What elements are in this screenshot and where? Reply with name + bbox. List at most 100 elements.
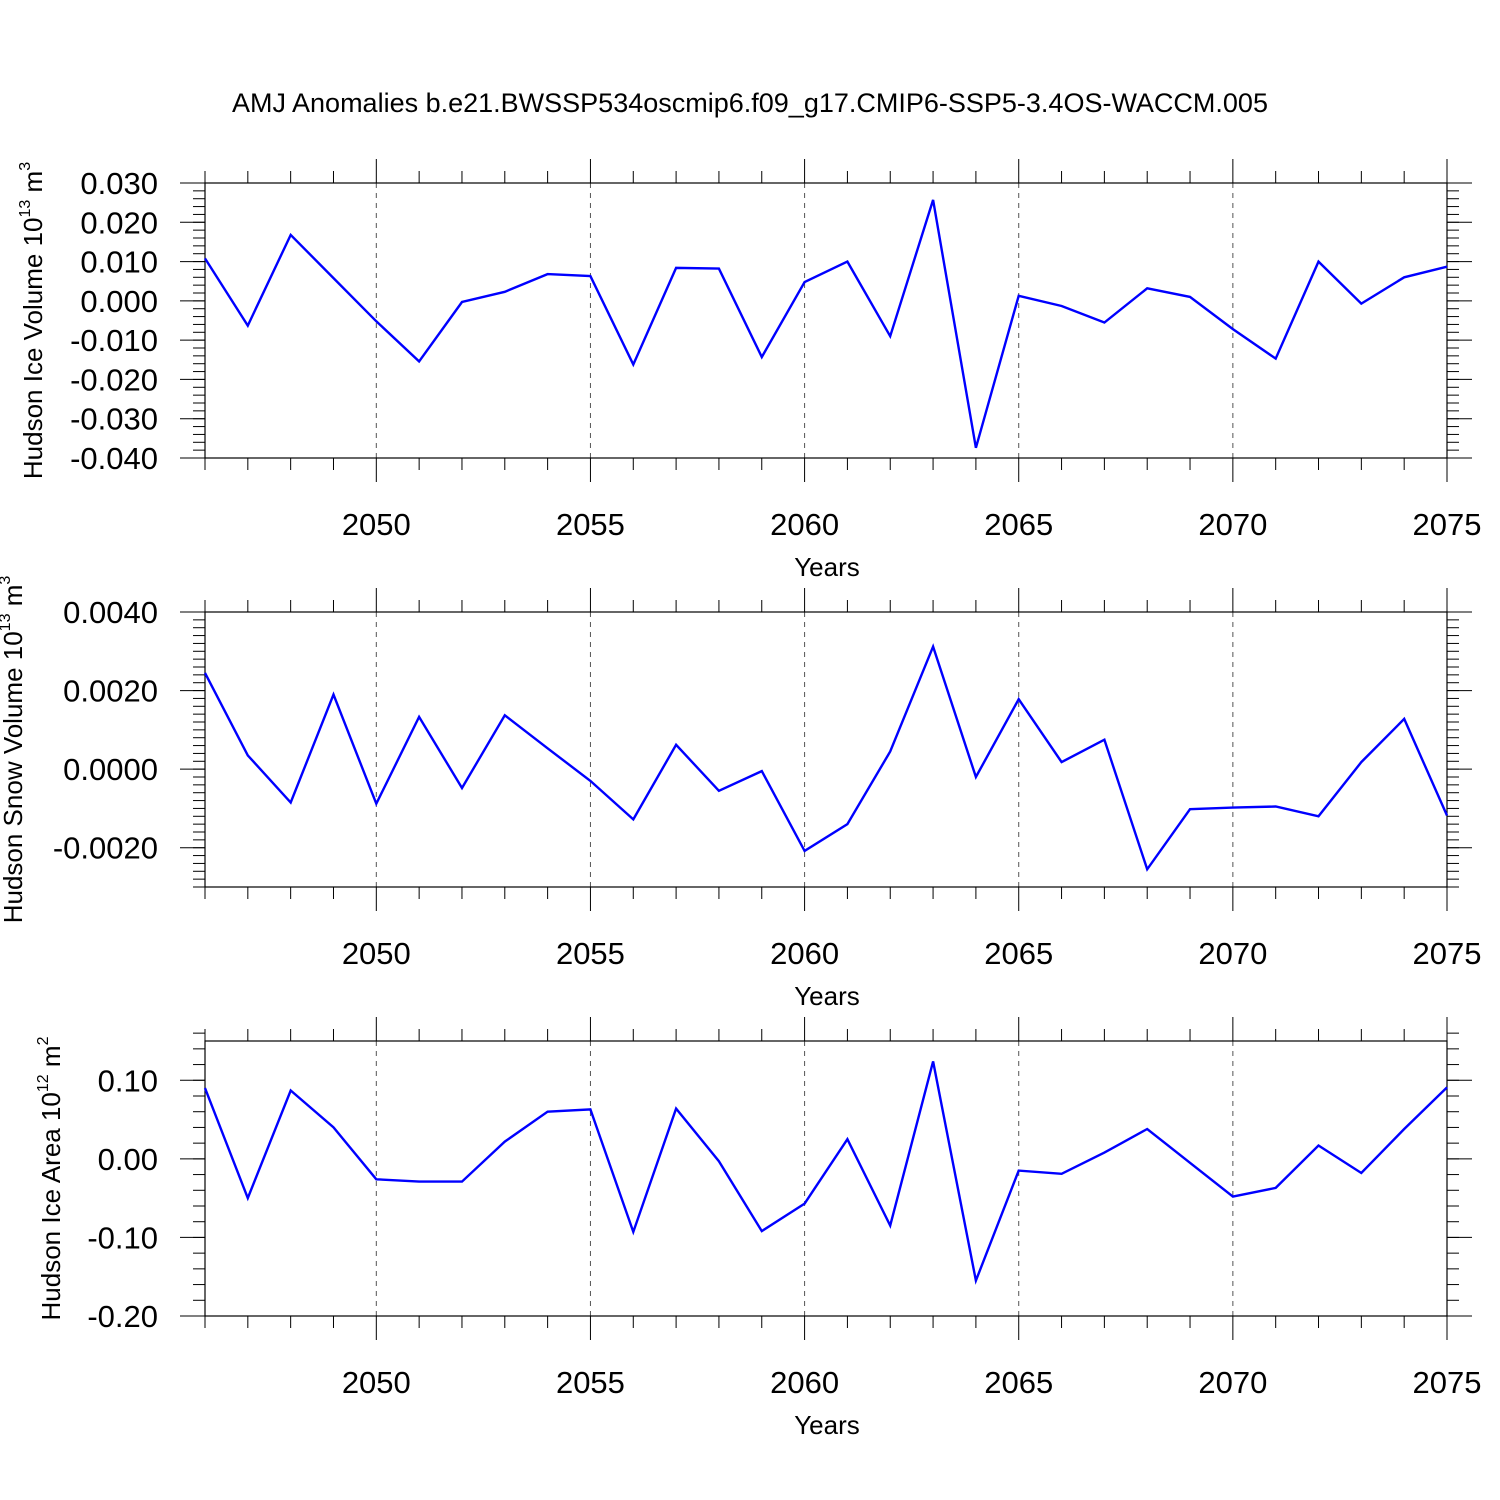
x-tick-label-2055: 2055 bbox=[556, 936, 625, 971]
data-point-2055 bbox=[588, 1107, 592, 1111]
data-point-2054 bbox=[546, 1110, 550, 1114]
data-point-2051 bbox=[417, 359, 421, 363]
x-tick-label-2075: 2075 bbox=[1413, 936, 1482, 971]
data-point-2061 bbox=[845, 822, 849, 826]
y-tick-label: -0.020 bbox=[70, 362, 158, 397]
data-point-2053 bbox=[503, 713, 507, 717]
y-tick-label: 0.10 bbox=[98, 1063, 158, 1098]
y-axis-label-unit-exponent: 3 bbox=[0, 576, 14, 585]
data-point-2048 bbox=[289, 1089, 293, 1093]
data-point-2073 bbox=[1359, 760, 1363, 764]
data-point-2067 bbox=[1102, 738, 1106, 742]
data-point-2066 bbox=[1060, 760, 1064, 764]
data-point-2050 bbox=[374, 319, 378, 323]
data-point-2050 bbox=[374, 1177, 378, 1181]
data-point-2055 bbox=[588, 274, 592, 278]
data-point-2054 bbox=[546, 746, 550, 750]
plot-frame bbox=[204, 611, 1448, 888]
data-point-2064 bbox=[974, 1279, 978, 1283]
data-point-2050 bbox=[374, 802, 378, 806]
y-axis-label-exponent: 12 bbox=[35, 1074, 52, 1092]
data-point-2063 bbox=[931, 645, 935, 649]
y-axis-label-unit: m bbox=[18, 171, 48, 200]
y-tick-label: -0.20 bbox=[87, 1299, 158, 1334]
data-point-2059 bbox=[760, 1229, 764, 1233]
y-tick-label: 0.0020 bbox=[63, 674, 158, 709]
data-point-2048 bbox=[289, 233, 293, 237]
data-point-2059 bbox=[760, 355, 764, 359]
data-point-2074 bbox=[1402, 275, 1406, 279]
data-point-2051 bbox=[417, 1180, 421, 1184]
x-tick-label-2065: 2065 bbox=[984, 936, 1053, 971]
x-tick-label-2075: 2075 bbox=[1413, 1365, 1482, 1400]
y-tick-label: 0.010 bbox=[80, 245, 158, 280]
y-tick-label: -0.040 bbox=[70, 441, 158, 476]
data-point-2064 bbox=[974, 446, 978, 450]
data-point-2075 bbox=[1445, 265, 1449, 269]
data-point-2052 bbox=[460, 786, 464, 790]
y-tick-label: -0.030 bbox=[70, 402, 158, 437]
x-tick-label-2060: 2060 bbox=[770, 507, 839, 542]
data-point-2057 bbox=[674, 1107, 678, 1111]
data-point-2060 bbox=[803, 1202, 807, 1206]
data-point-2049 bbox=[331, 1125, 335, 1129]
y-tick-label: 0.00 bbox=[98, 1142, 158, 1177]
x-tick-label-2075: 2075 bbox=[1413, 507, 1482, 542]
data-point-2068 bbox=[1145, 286, 1149, 290]
data-point-2046 bbox=[203, 256, 207, 260]
data-point-2067 bbox=[1102, 320, 1106, 324]
x-tick-label-2050: 2050 bbox=[342, 507, 411, 542]
x-tick-label-2070: 2070 bbox=[1198, 507, 1267, 542]
data-point-2049 bbox=[331, 276, 335, 280]
data-point-2066 bbox=[1060, 304, 1064, 308]
y-tick-label: 0.0040 bbox=[63, 595, 158, 630]
data-point-2073 bbox=[1359, 302, 1363, 306]
data-point-2047 bbox=[246, 753, 250, 757]
plot-frame bbox=[204, 182, 1448, 459]
y-axis-label-text: Hudson Ice Area 10 bbox=[36, 1092, 66, 1320]
data-point-2056 bbox=[631, 363, 635, 367]
x-tick-label-2050: 2050 bbox=[342, 1365, 411, 1400]
x-tick-label-2070: 2070 bbox=[1198, 936, 1267, 971]
data-point-2052 bbox=[460, 1180, 464, 1184]
data-point-2068 bbox=[1145, 867, 1149, 871]
y-tick-label: -0.0020 bbox=[53, 831, 158, 866]
data-point-2064 bbox=[974, 775, 978, 779]
data-point-2058 bbox=[717, 789, 721, 793]
data-series-line bbox=[203, 1061, 1448, 1285]
data-point-2069 bbox=[1188, 1161, 1192, 1165]
data-point-2072 bbox=[1317, 260, 1321, 264]
data-point-2059 bbox=[760, 769, 764, 773]
y-axis-label-exponent: 13 bbox=[17, 200, 34, 218]
chart-panel-1: -0.040 -0.030 -0.020 -0.010 0.000 0.010 0.020 0… bbox=[17, 159, 1481, 582]
data-point-2046 bbox=[203, 1086, 207, 1090]
y-tick-label: 0.0000 bbox=[63, 752, 158, 787]
data-point-2053 bbox=[503, 1140, 507, 1144]
x-tick-label-2055: 2055 bbox=[556, 1365, 625, 1400]
data-point-2071 bbox=[1274, 357, 1278, 361]
y-axis-label-exponent: 13 bbox=[0, 613, 14, 631]
y-tick-label: -0.010 bbox=[70, 323, 158, 358]
data-point-2065 bbox=[1017, 294, 1021, 298]
data-point-2051 bbox=[417, 715, 421, 719]
data-point-2066 bbox=[1060, 1172, 1064, 1176]
data-point-2056 bbox=[631, 1230, 635, 1234]
data-point-2047 bbox=[246, 324, 250, 328]
data-point-2058 bbox=[717, 267, 721, 271]
x-axis-label: Years bbox=[794, 981, 860, 1011]
data-point-2047 bbox=[246, 1196, 250, 1200]
x-tick-label-2050: 2050 bbox=[342, 936, 411, 971]
data-point-2060 bbox=[803, 280, 807, 284]
data-point-2075 bbox=[1445, 1085, 1449, 1089]
data-point-2070 bbox=[1231, 1195, 1235, 1199]
data-point-2060 bbox=[803, 849, 807, 853]
y-axis-label-text: Hudson Ice Volume 10 bbox=[18, 217, 48, 479]
data-point-2049 bbox=[331, 693, 335, 697]
x-tick-label-2055: 2055 bbox=[556, 507, 625, 542]
x-axis-label: Years bbox=[794, 1410, 860, 1440]
data-point-2067 bbox=[1102, 1151, 1106, 1155]
data-point-2074 bbox=[1402, 717, 1406, 721]
plot-frame bbox=[204, 1040, 1448, 1317]
data-point-2053 bbox=[503, 290, 507, 294]
